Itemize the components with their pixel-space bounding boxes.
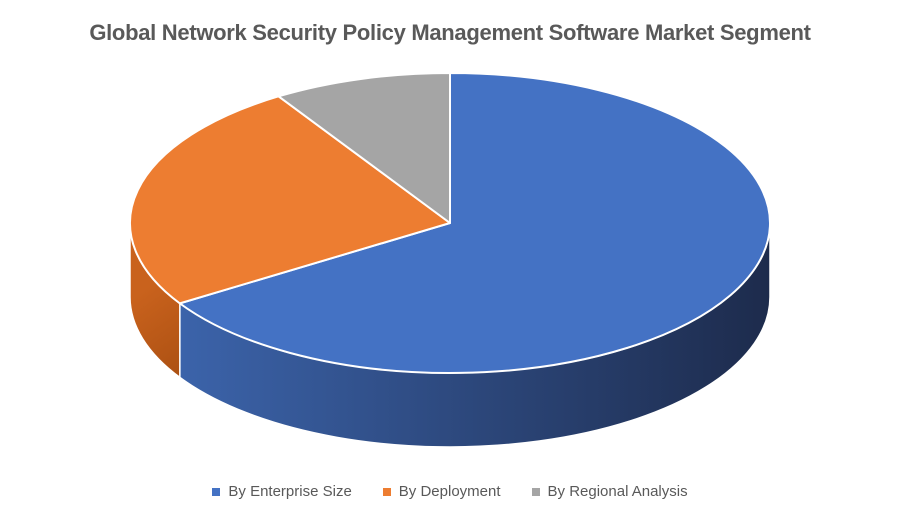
legend-item-enterprise-size: By Enterprise Size [212,483,352,500]
legend-item-regional-analysis: By Regional Analysis [531,483,688,500]
pie-slice-path [277,72,451,224]
legend-item-deployment: By Deployment [382,483,501,500]
chart-title: Global Network Security Policy Managemen… [89,20,811,45]
legend-swatch-icon [382,487,391,496]
legend-swatch-icon [531,487,540,496]
pie-slice-path [178,72,772,374]
legend: By Enterprise Size By Deployment By Regi… [0,483,900,500]
pie-slice-path [129,95,451,305]
legend-label: By Deployment [398,483,501,500]
legend-label: By Enterprise Size [228,483,352,500]
legend-swatch-icon [212,487,221,496]
legend-label: By Regional Analysis [547,483,688,500]
